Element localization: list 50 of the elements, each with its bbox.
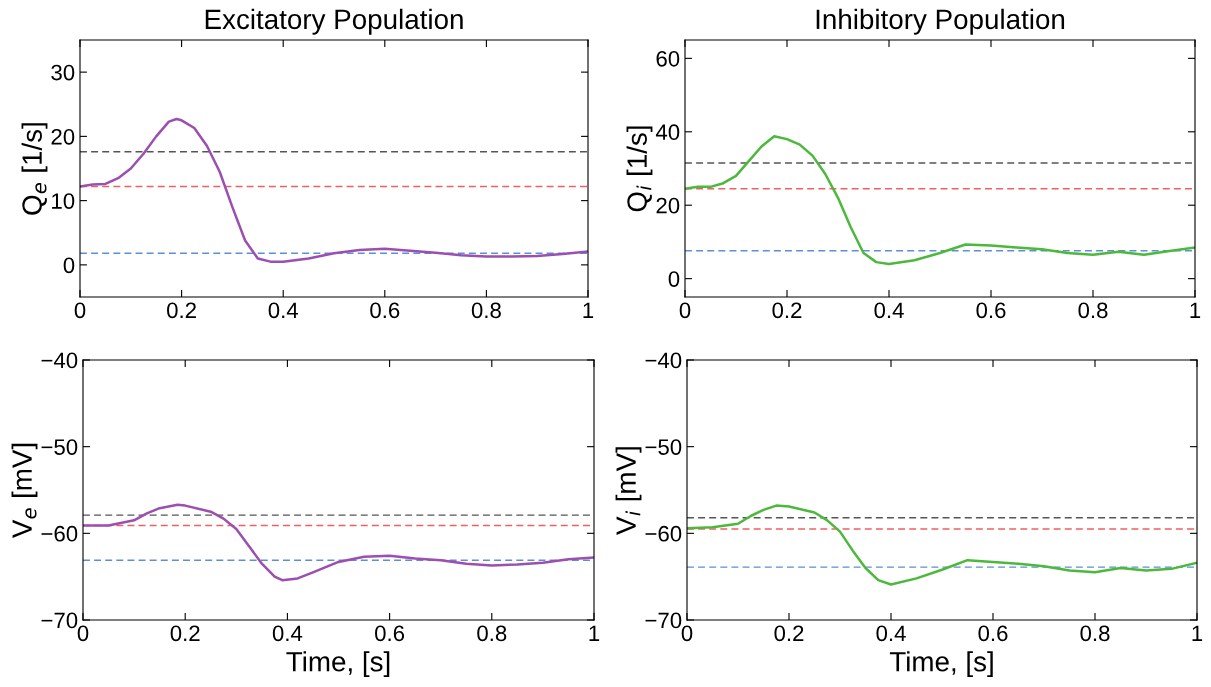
y-tick-label: −60: [41, 525, 78, 542]
y-tick-label: 10: [52, 193, 75, 209]
x-tick-label: 0.6: [375, 625, 405, 642]
y-tick-label: −50: [645, 439, 682, 455]
y-axis-title: Q$_{i}$ [1/s]: [626, 126, 653, 212]
chart-title: Excitatory Population: [205, 8, 463, 35]
x-tick-label: 1: [1190, 302, 1201, 318]
x-tick-label: 0.6: [976, 302, 1006, 319]
y-axis-title: Q$_{e}$ [1/s]: [21, 123, 48, 215]
x-tick-label: 0.4: [874, 302, 904, 319]
x-tick-label: 0.8: [1080, 625, 1110, 642]
x-tick-label: 1: [1192, 625, 1203, 641]
y-tick-label: −50: [41, 439, 78, 455]
x-tick-label: 0.4: [876, 625, 906, 642]
x-tick-label: 0.6: [978, 625, 1008, 642]
y-axis-title: V$_{i}$ [mV]: [615, 447, 642, 535]
x-tick-label: 0: [681, 625, 693, 642]
x-tick-label: 0.2: [774, 625, 804, 642]
x-tick-label: 0.6: [370, 302, 400, 319]
x-tick-label: 0.8: [1078, 302, 1108, 319]
line-series: [83, 503, 594, 582]
x-tick-label: 0.2: [772, 302, 802, 319]
x-axis-title: Time, [s]: [286, 651, 390, 678]
x-tick-label: 1: [583, 302, 594, 318]
y-tick-label: 40: [655, 124, 680, 141]
y-tick-label: −40: [645, 352, 682, 369]
x-tick-label: 0.2: [170, 625, 200, 642]
line-series: [687, 504, 1197, 586]
y-tick-label: 60: [656, 50, 680, 67]
x-tick-label: 0.8: [471, 302, 501, 319]
x-tick-label: 0.2: [167, 302, 196, 319]
x-tick-label: 1: [589, 625, 600, 641]
x-tick-label: 0.4: [268, 302, 298, 319]
y-axis-title: V$_{e}$ [mV]: [11, 443, 38, 539]
x-tick-label: 0.8: [477, 625, 507, 642]
line-series: [685, 134, 1195, 266]
y-tick-label: −70: [645, 612, 682, 629]
y-tick-label: 0: [63, 257, 75, 274]
line-series: [80, 117, 588, 263]
x-axis-title: Time, [s]: [889, 651, 993, 678]
y-tick-label: 20: [51, 128, 75, 145]
y-tick-label: −40: [41, 352, 78, 369]
y-tick-label: −60: [645, 525, 682, 542]
chart-title: Inhibitory Population: [816, 8, 1065, 35]
y-tick-label: −70: [41, 612, 78, 629]
y-tick-label: 0: [668, 271, 680, 287]
x-tick-label: 0: [77, 625, 89, 642]
y-tick-label: 30: [51, 64, 75, 81]
x-tick-label: 0.4: [272, 625, 303, 642]
y-tick-label: 20: [656, 197, 680, 214]
